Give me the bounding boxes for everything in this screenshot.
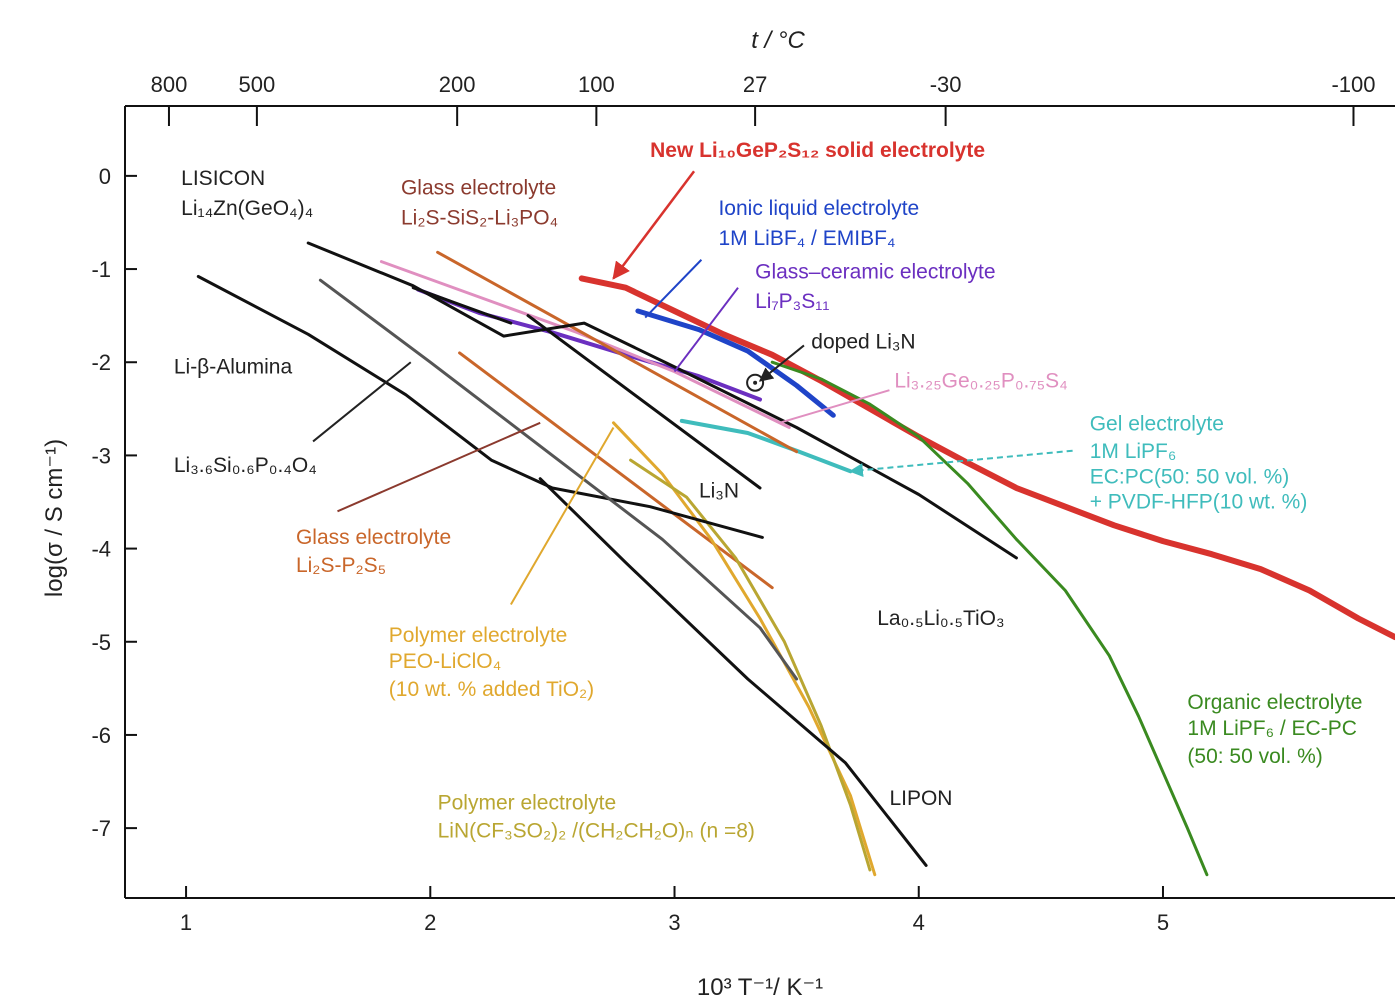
annotation-label: Ionic liquid electrolyte	[718, 197, 919, 220]
annotation-label: Polymer electrolyte	[438, 791, 617, 814]
y-tick-label: -7	[91, 816, 111, 841]
y-tick-label: -5	[91, 630, 111, 655]
annotation-label: + PVDF-HFP(10 wt. %)	[1090, 491, 1308, 514]
series-line	[578, 275, 1395, 641]
annotation-label: La₀.₅Li₀.₅TiO₃	[877, 607, 1004, 630]
top-tick-label: 500	[239, 72, 276, 97]
y-tick-label: -4	[91, 537, 111, 562]
pointer-line	[673, 287, 739, 373]
pointer-line	[337, 421, 541, 513]
series-line	[526, 314, 762, 490]
top-tick-label: 800	[151, 72, 188, 97]
annotation-label: LiN(CF₃SO₂)₂ /(CH₂CH₂O)ₙ (n =8)	[438, 819, 755, 842]
x-tick-label: 1	[180, 910, 192, 935]
top-tick-label: 100	[578, 72, 615, 97]
annotation-label: Li₃.₆Si₀.₆P₀.₄O₄	[174, 454, 317, 477]
series-line	[436, 250, 799, 454]
series-line	[411, 286, 513, 325]
pointer-line	[644, 259, 703, 319]
annotation-label: (50: 50 vol. %)	[1187, 745, 1322, 768]
top-axis-title: t / °C	[751, 27, 805, 54]
x-axis-title: 10³ T⁻¹/ K⁻¹	[697, 974, 823, 1001]
series-line	[635, 308, 836, 418]
pointer-layer	[312, 170, 1073, 605]
annotation-label: New Li₁₀GeP₂S₁₂ solid electrolyte	[650, 139, 985, 162]
y-tick-label: -1	[91, 257, 111, 282]
pointer-line	[312, 361, 412, 443]
annotation-label: EC:PC(50: 50 vol. %)	[1090, 465, 1290, 488]
series-line	[770, 360, 1209, 877]
annotation-label: Organic electrolyte	[1187, 691, 1362, 714]
annotation-label: doped Li₃N	[811, 330, 915, 353]
top-tick-labels: 800 500 200 100 27 -30 -100	[151, 72, 1376, 97]
pointer-line	[779, 389, 890, 424]
annotation-label: Glass electrolyte	[401, 177, 556, 200]
data-marker-dot	[753, 380, 758, 385]
y-tick-label: -3	[91, 443, 111, 468]
plot-frame	[124, 105, 1395, 899]
x-tick-label: 5	[1157, 910, 1169, 935]
annotation-label: Glass electrolyte	[296, 526, 451, 549]
top-tick-label: 200	[439, 72, 476, 97]
y-axis-title: log(σ / S cm⁻¹)	[41, 439, 68, 597]
y-tick-label: -6	[91, 723, 111, 748]
y-tick-labels: 0 -1 -2 -3 -4 -5 -6 -7	[91, 164, 111, 841]
annotation-label: Polymer electrolyte	[389, 624, 568, 647]
data-marker	[746, 373, 765, 392]
top-tick-label: -30	[930, 72, 962, 97]
series-line	[612, 421, 877, 877]
series-line	[318, 278, 799, 681]
annotation-label: PEO-LiClO₄	[389, 650, 501, 673]
annotation-label: Li-β-Alumina	[174, 355, 293, 378]
annotation-label: 1M LiPF₆	[1090, 440, 1177, 463]
y-tick-label: -2	[91, 350, 111, 375]
x-tick-label: 4	[913, 910, 925, 935]
series-line	[196, 275, 764, 539]
series-line	[629, 458, 872, 872]
annotation-label: Li₁₄Zn(GeO₄)₄	[181, 197, 313, 220]
annotation-label: 1M LiPF₆ / EC-PC	[1187, 717, 1357, 740]
annotation-label: LISICON	[181, 167, 265, 190]
annotation-label: Li₃N	[699, 479, 739, 502]
pointer-line	[510, 426, 615, 605]
series-line	[538, 477, 928, 867]
annotation-label: Gel electrolyte	[1090, 412, 1224, 435]
annotation-layer: New Li₁₀GeP₂S₁₂ solid electrolyte LISICON…	[174, 139, 1363, 842]
annotation-label: Li₂S-P₂S₅	[296, 554, 386, 577]
pointer-line	[848, 449, 1073, 478]
pointer-line	[758, 344, 805, 382]
annotation-label: (10 wt. % added TiO₂)	[389, 678, 594, 701]
annotation-label: Li₂S-SiS₂-Li₃PO₄	[401, 206, 558, 229]
axis-ticks	[125, 106, 1355, 898]
series-line	[679, 418, 853, 474]
annotation-label: Li₇P₃S₁₁	[755, 290, 829, 313]
pointer-line	[612, 170, 696, 280]
annotation-label: Li₃.₂₅Ge₀.₂₅P₀.₇₅S₄	[894, 369, 1067, 392]
x-tick-labels: 1 2 3 4 5	[180, 910, 1169, 935]
top-tick-label: -100	[1331, 72, 1375, 97]
x-tick-label: 3	[668, 910, 680, 935]
annotation-label: 1M LiBF₄ / EMIBF₄	[718, 227, 895, 250]
series-line	[458, 351, 774, 590]
x-tick-label: 2	[424, 910, 436, 935]
y-tick-label: 0	[99, 164, 111, 189]
annotation-label: Glass–ceramic electrolyte	[755, 260, 995, 283]
marker-layer	[746, 373, 765, 392]
series-layer	[196, 241, 1395, 877]
series-line	[379, 260, 791, 429]
top-tick-label: 27	[743, 72, 767, 97]
annotation-label: LIPON	[889, 787, 952, 810]
